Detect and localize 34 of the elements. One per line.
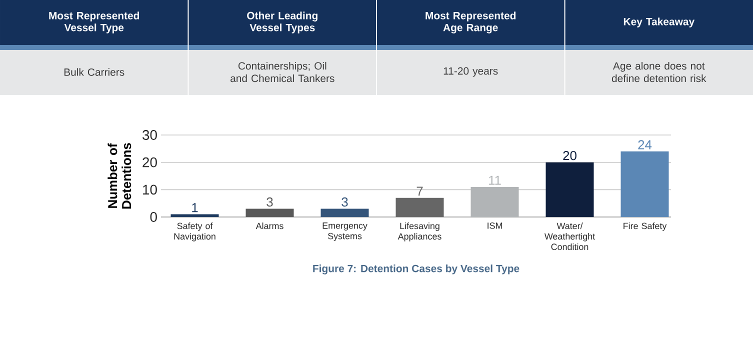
- data-label: 3: [266, 197, 273, 207]
- y-axis-title: Number of Detentions: [108, 143, 132, 209]
- y-tick-label: 20: [142, 157, 157, 168]
- bar: [546, 162, 594, 218]
- bar: [396, 198, 444, 218]
- x-tick-label: Lifesaving Appliances: [398, 222, 442, 242]
- y-tick-label: 30: [142, 130, 157, 140]
- data-label: 1: [192, 203, 198, 212]
- category-label: Most Represented Age Range: [426, 12, 516, 34]
- data-label: 11: [489, 176, 501, 185]
- data-label: 3: [342, 197, 348, 207]
- data-label: 7: [416, 186, 423, 196]
- text: Bulk Carriers: [64, 68, 124, 76]
- text: Containerships; Oil and Chemical Tankers: [230, 62, 334, 82]
- text: Figure 7: Detention Cases by Vessel Type: [313, 264, 520, 274]
- data-label: 24: [638, 140, 652, 150]
- x-tick-label: Emergency Systems: [322, 222, 368, 242]
- x-tick-label: ISM: [488, 222, 502, 229]
- category-label: Key Takeaway: [624, 18, 695, 28]
- data-label: 20: [563, 150, 576, 160]
- y-tick-label: 10: [143, 184, 157, 195]
- x-tick-label: Fire Safety: [624, 222, 667, 231]
- category-label: Most Represented Vessel Type: [49, 12, 140, 34]
- text: Age alone does not define detention risk: [612, 62, 706, 82]
- x-tick-label: Alarms: [256, 222, 284, 230]
- bar: [620, 151, 669, 218]
- bar: [246, 208, 294, 218]
- y-tick-label: 0: [150, 212, 157, 222]
- x-tick-label: Safety of Navigation: [174, 222, 216, 242]
- bar: [170, 214, 219, 218]
- x-tick-label: Water/ Weathertight Condition: [544, 222, 596, 250]
- category-label: Other Leading Vessel Types: [247, 12, 318, 34]
- bar: [320, 208, 369, 218]
- text: 11-20 years: [444, 67, 498, 77]
